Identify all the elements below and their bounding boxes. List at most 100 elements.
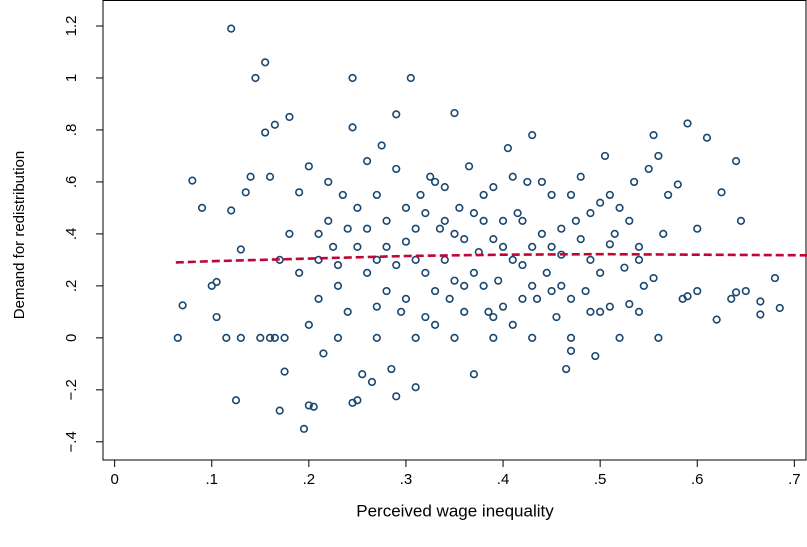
scatter-point <box>683 292 692 301</box>
scatter-point <box>401 237 411 246</box>
x-axis-title: Perceived wage inequality <box>356 501 554 520</box>
scatter-point <box>236 245 245 254</box>
scatter-point <box>615 333 624 342</box>
scatter-point <box>596 268 605 277</box>
scatter-point <box>261 58 270 67</box>
scatter-point <box>625 299 634 309</box>
scatter-point <box>542 268 551 277</box>
scatter-point <box>508 255 517 264</box>
scatter-point <box>503 144 513 153</box>
scatter-point <box>659 229 668 238</box>
scatter-point <box>197 203 207 213</box>
scatter-point <box>469 370 479 379</box>
scatter-point <box>508 320 517 329</box>
x-tick-label: 0 <box>110 471 118 488</box>
scatter-point <box>265 333 275 342</box>
scatter-point <box>314 255 323 264</box>
scatter-point <box>363 157 372 166</box>
scatter-point <box>518 260 527 270</box>
scatter-point <box>489 333 498 342</box>
scatter-point <box>246 172 255 181</box>
scatter-point <box>207 281 216 290</box>
scatter-point <box>620 263 629 272</box>
scatter-point <box>392 260 401 270</box>
scatter-point <box>508 172 517 181</box>
scatter-point <box>421 209 430 218</box>
scatter-point <box>401 294 411 303</box>
scatter-point <box>489 234 498 244</box>
scatter-point <box>644 164 653 174</box>
scatter-point <box>566 294 576 303</box>
scatter-point <box>430 320 440 329</box>
scatter-point <box>639 281 648 290</box>
scatter-point <box>372 190 381 200</box>
scatter-point <box>285 112 294 122</box>
scatter-point <box>231 396 241 405</box>
scatter-point <box>450 108 459 118</box>
scatter-point <box>396 307 406 316</box>
y-tick-label: 1.2 <box>63 16 80 37</box>
scatter-point <box>450 229 459 238</box>
scatter-point <box>295 188 304 197</box>
scatter-point <box>664 190 673 200</box>
scatter-point <box>649 131 658 140</box>
scatter-point <box>377 141 386 150</box>
scatter-point <box>484 307 493 316</box>
scatter-point <box>600 151 610 161</box>
scatter-point <box>479 190 488 200</box>
scatter-point <box>353 396 362 405</box>
scatter-point <box>702 133 712 142</box>
scatter-point <box>610 229 619 238</box>
scatter-point <box>479 216 488 226</box>
scatter-point <box>634 242 644 251</box>
scatter-point <box>460 234 469 244</box>
scatter-point <box>440 183 449 192</box>
scatter-point <box>673 180 682 189</box>
scatter-point <box>537 229 546 238</box>
scatter-point <box>270 333 279 342</box>
plot-area <box>173 24 807 433</box>
scatter-point <box>566 346 576 355</box>
scatter-point <box>557 224 566 233</box>
scatter-point <box>430 286 440 296</box>
scatter-point <box>445 294 454 303</box>
scatter-point <box>314 229 323 238</box>
scatter-point <box>241 188 250 197</box>
y-tick-label: −.4 <box>63 431 80 452</box>
y-tick-label: 1 <box>63 74 80 82</box>
scatter-point <box>280 367 289 376</box>
scatter-point <box>261 128 270 137</box>
scatter-point <box>367 377 377 387</box>
scatter-point <box>731 288 741 297</box>
scatter-point <box>348 73 357 83</box>
scatter-point <box>440 216 449 226</box>
scatter-point <box>188 176 197 185</box>
scatter-point <box>353 203 362 213</box>
scatter-point <box>430 177 440 187</box>
scatter-point <box>576 172 585 181</box>
scatter-point <box>270 120 279 129</box>
scatter-point <box>455 203 464 213</box>
scatter-point <box>469 268 479 277</box>
scatter-point <box>314 294 323 303</box>
scatter-point <box>358 370 367 379</box>
scatter-point <box>693 286 702 296</box>
scatter-point <box>387 364 396 374</box>
scatter-point <box>537 177 546 187</box>
scatter-point <box>528 131 537 140</box>
scatter-point <box>348 123 357 132</box>
scatter-point <box>382 216 391 226</box>
scatter-point <box>382 286 391 296</box>
scatter-point <box>566 333 576 342</box>
scatter-point <box>309 402 318 411</box>
scatter-point <box>489 183 498 192</box>
y-axis-title: Demand for redistribution <box>11 151 28 319</box>
scatter-point <box>586 209 595 218</box>
scatter-point <box>440 255 449 264</box>
scatter-point <box>392 392 401 401</box>
scatter-point <box>392 164 401 174</box>
x-tick-label: .4 <box>497 471 510 488</box>
scatter-point <box>552 312 561 322</box>
scatter-point <box>265 172 275 181</box>
scatter-point <box>605 190 614 200</box>
